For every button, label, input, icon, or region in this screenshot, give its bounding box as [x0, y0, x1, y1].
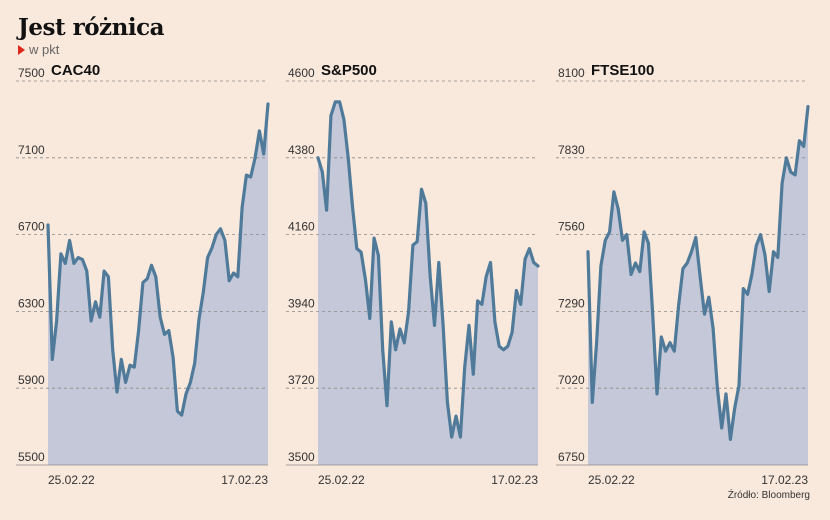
series-line — [316, 100, 540, 439]
y-tick-label: 7500 — [18, 66, 45, 80]
series-line — [46, 102, 270, 417]
y-tick-label: 7100 — [18, 143, 45, 157]
x-tick-label: 17.02.23 — [761, 473, 808, 487]
chart-panel-3: 6750 7020 7290 7560 7830 8100 FTSE100 25.02.22 1… — [556, 62, 810, 487]
chart-title: FTSE100 — [591, 62, 654, 79]
y-tick-label: 3940 — [288, 296, 315, 310]
x-tick-label: 17.02.23 — [221, 473, 268, 487]
area-fill — [318, 101, 538, 466]
y-tick-label: 5500 — [18, 450, 45, 464]
x-tick-label: 17.02.23 — [491, 473, 538, 487]
source-note: Źródło: Bloomberg — [727, 490, 810, 501]
y-tick-label: 3720 — [288, 373, 315, 387]
y-tick-label: 4380 — [288, 143, 315, 157]
series-line — [586, 105, 810, 441]
area-fill — [48, 104, 268, 465]
y-tick-label: 7560 — [558, 220, 585, 234]
x-tick-label: 25.02.22 — [48, 473, 95, 487]
y-tick-label: 3500 — [288, 450, 315, 464]
chart-title: S&P500 — [321, 62, 377, 79]
y-tick-label: 4600 — [288, 66, 315, 80]
subtitle: w pkt — [18, 42, 59, 57]
y-tick-label: 6750 — [558, 450, 585, 464]
chart-panel-1: 5500 5900 6300 6700 7100 7500 CAC40 25.02.22 17.… — [16, 62, 270, 487]
subtitle-text: w pkt — [29, 42, 60, 57]
y-tick-label: 8100 — [558, 66, 585, 80]
area-fill — [588, 106, 808, 465]
chart-panel-2: 3500 3720 3940 4160 4380 4600 S&P500 25.02.22 17… — [286, 62, 540, 487]
chart-title: CAC40 — [51, 62, 100, 79]
y-tick-label: 6700 — [18, 220, 45, 234]
y-tick-label: 4160 — [288, 220, 315, 234]
triangle-marker-icon — [18, 44, 25, 55]
y-tick-label: 7290 — [558, 296, 585, 310]
x-tick-label: 25.02.22 — [318, 473, 365, 487]
y-tick-label: 7830 — [558, 143, 585, 157]
y-tick-label: 5900 — [18, 373, 45, 387]
y-tick-label: 7020 — [558, 373, 585, 387]
y-tick-label: 6300 — [18, 296, 45, 310]
x-tick-label: 25.02.22 — [588, 473, 635, 487]
page-title: Jest różnica — [18, 14, 164, 41]
